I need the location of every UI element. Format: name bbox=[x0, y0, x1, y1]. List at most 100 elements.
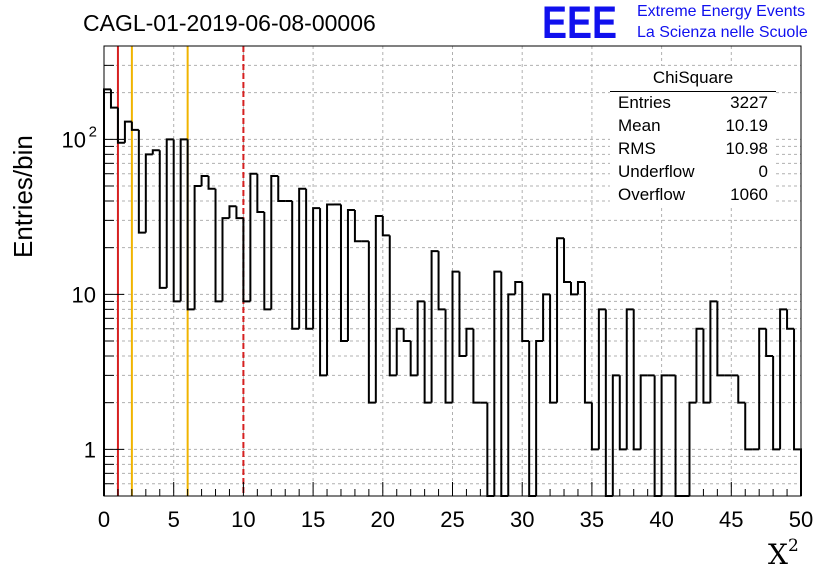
histogram-bin bbox=[186, 139, 195, 311]
histogram-bin bbox=[590, 402, 599, 451]
y-tick-label: 1 bbox=[84, 437, 96, 462]
histogram-bin bbox=[430, 250, 439, 403]
stats-label: RMS bbox=[618, 139, 656, 158]
x-tick-label: 50 bbox=[789, 507, 813, 532]
histogram-bin bbox=[423, 301, 432, 404]
histogram-bin bbox=[242, 218, 251, 303]
histogram-bin bbox=[319, 208, 328, 377]
x-tick-label: 45 bbox=[719, 507, 743, 532]
histogram-bin bbox=[200, 174, 209, 186]
stats-value: 10.98 bbox=[725, 139, 768, 158]
x-tick-label: 30 bbox=[510, 507, 534, 532]
histogram-bin bbox=[765, 328, 774, 358]
y-tick-exponent: 2 bbox=[89, 123, 97, 140]
histogram-bin bbox=[298, 187, 307, 329]
histogram-bin bbox=[374, 215, 383, 403]
histogram-bin bbox=[786, 309, 795, 330]
histogram-bin bbox=[235, 206, 244, 220]
x-axis-label-base: X bbox=[768, 538, 788, 571]
histogram-bin bbox=[542, 293, 551, 341]
x-tick-label: 10 bbox=[231, 507, 255, 532]
stats-title: ChiSquare bbox=[652, 68, 734, 87]
histogram-bin bbox=[270, 174, 279, 310]
histogram-bin bbox=[277, 175, 286, 203]
histogram-bin bbox=[179, 138, 188, 302]
histogram-bin bbox=[291, 201, 300, 330]
histogram-bin bbox=[702, 328, 711, 404]
y-tick-label: 10 bbox=[62, 127, 86, 152]
histogram-bin bbox=[151, 149, 160, 155]
histogram-bin bbox=[458, 271, 467, 358]
histogram-bin bbox=[263, 211, 272, 311]
histogram-bin bbox=[737, 375, 746, 404]
histogram-bin bbox=[256, 173, 265, 213]
x-tick-label: 15 bbox=[301, 507, 325, 532]
chart-title: CAGL-01-2019-06-08-00006 bbox=[83, 10, 376, 36]
stats-row-underflow: Underflow 0 bbox=[618, 162, 768, 184]
histogram-bin bbox=[507, 293, 516, 496]
logo-line-2: La Scienza nelle Scuole bbox=[637, 24, 808, 41]
histogram-bin bbox=[388, 235, 397, 377]
stats-row-mean: Mean 10.19 bbox=[618, 116, 768, 138]
histogram-bin bbox=[221, 217, 230, 302]
histogram-bin bbox=[165, 138, 174, 288]
y-axis-label: Entries/bin bbox=[8, 135, 38, 258]
histogram-bin bbox=[367, 241, 376, 404]
stats-label: Entries bbox=[618, 93, 671, 112]
histogram-bin bbox=[618, 375, 627, 451]
x-tick-label: 5 bbox=[168, 507, 180, 532]
histogram-bin bbox=[688, 401, 697, 496]
histogram-bin bbox=[137, 129, 146, 234]
histogram-bin bbox=[172, 139, 181, 303]
histogram-bin bbox=[116, 107, 125, 144]
histogram-bin bbox=[744, 402, 753, 451]
histogram-bin bbox=[583, 282, 592, 404]
histogram-bin bbox=[632, 309, 641, 451]
histogram-bin bbox=[346, 208, 355, 341]
histogram-bin bbox=[402, 328, 411, 342]
histogram-bin bbox=[339, 204, 348, 342]
stats-row-entries: Entries 3227 bbox=[618, 93, 768, 115]
histogram-bin bbox=[660, 374, 669, 496]
histogram-bin bbox=[444, 309, 453, 404]
histogram-bin bbox=[326, 203, 335, 376]
histogram-bin bbox=[312, 207, 321, 329]
stats-value: 3227 bbox=[730, 93, 768, 112]
histogram-bin bbox=[381, 216, 390, 237]
histogram-bin bbox=[549, 294, 558, 404]
histogram-bin bbox=[493, 270, 502, 496]
histogram-bin bbox=[305, 188, 314, 330]
histogram-bin bbox=[109, 89, 118, 109]
histogram-bin bbox=[353, 209, 362, 243]
histogram-bin bbox=[193, 184, 202, 310]
x-tick-label: 35 bbox=[580, 507, 604, 532]
histogram-bin bbox=[214, 188, 223, 303]
histogram-bin bbox=[207, 175, 216, 190]
x-tick-label: 0 bbox=[98, 507, 110, 532]
histogram-bin bbox=[597, 308, 606, 450]
histogram-bin bbox=[514, 281, 523, 295]
stats-divider bbox=[610, 91, 776, 92]
logo-line-1: Extreme Energy Events bbox=[637, 3, 806, 20]
histogram-bin bbox=[625, 308, 634, 450]
histogram-bin bbox=[123, 120, 132, 143]
histogram-bin bbox=[611, 374, 620, 496]
histogram-bin bbox=[758, 327, 767, 450]
histogram-bin bbox=[144, 153, 153, 233]
histogram-bin bbox=[228, 205, 237, 219]
svg-text:EEE: EEE bbox=[542, 2, 617, 42]
stats-label: Overflow bbox=[618, 185, 686, 204]
histogram-bin bbox=[416, 300, 425, 376]
histogram-bin bbox=[465, 327, 474, 357]
stats-value: 10.19 bbox=[725, 116, 768, 135]
histogram-bin bbox=[158, 150, 167, 289]
histogram-bin bbox=[716, 301, 725, 377]
stats-label: Mean bbox=[618, 116, 661, 135]
stats-row-rms: RMS 10.98 bbox=[618, 139, 768, 161]
histogram-bin bbox=[709, 300, 718, 403]
histogram-bin bbox=[472, 328, 481, 404]
histogram-bin bbox=[409, 340, 418, 377]
x-tick-label: 25 bbox=[440, 507, 464, 532]
histogram-bin bbox=[563, 238, 571, 284]
x-tick-label: 20 bbox=[371, 507, 395, 532]
